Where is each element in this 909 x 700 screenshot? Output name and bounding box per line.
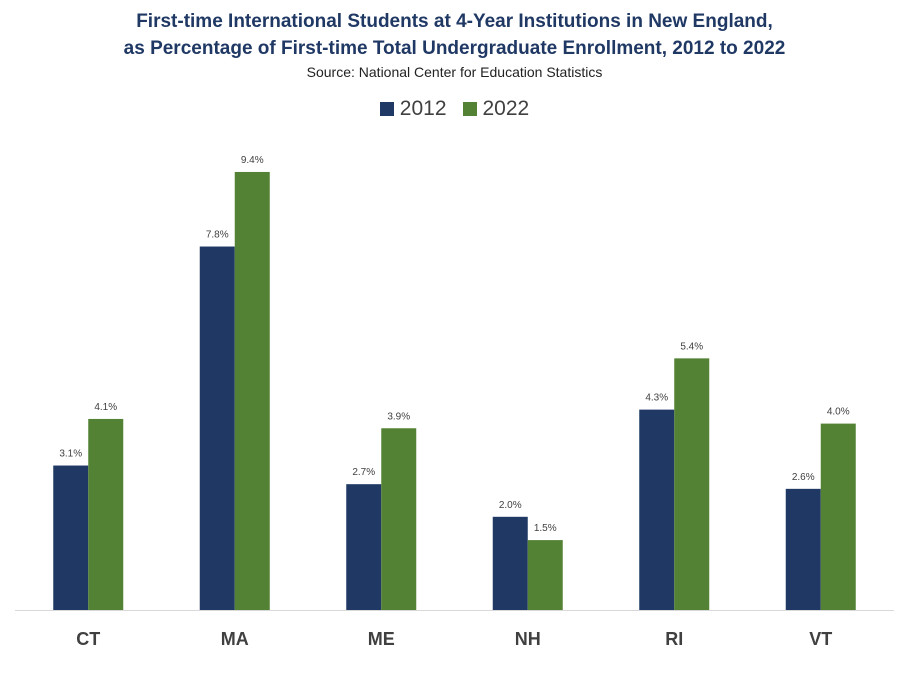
data-label-2022-NH: 1.5% <box>534 523 557 534</box>
bar-2022-NH <box>527 540 563 610</box>
bar-2012-NH <box>492 516 528 610</box>
data-label-2012-VT: 2.6% <box>792 472 815 483</box>
bar-2022-RI <box>674 358 710 610</box>
data-label-2022-MA: 9.4% <box>241 155 264 166</box>
legend-label-2022: 2022 <box>482 97 530 120</box>
legend-label-2012: 2012 <box>399 97 447 120</box>
bar-2012-RI <box>639 409 675 610</box>
chart-legend: 2012 2022 <box>0 97 909 121</box>
legend-swatch-2022 <box>462 102 477 116</box>
chart-source: Source: National Center for Education St… <box>306 64 603 80</box>
category-label-CT: CT <box>76 629 100 649</box>
data-label-2012-ME: 2.7% <box>352 467 375 478</box>
data-label-2022-RI: 5.4% <box>680 341 703 352</box>
bar-2012-MA <box>199 246 235 610</box>
data-label-2012-CT: 3.1% <box>59 449 82 460</box>
chart-title: First-time International Students at 4-Y… <box>136 11 773 32</box>
data-label-2022-CT: 4.1% <box>94 402 117 413</box>
data-label-2012-RI: 4.3% <box>645 393 668 404</box>
category-label-VT: VT <box>809 629 832 649</box>
bar-2012-CT <box>53 465 89 610</box>
bar-2022-VT <box>820 423 856 610</box>
data-label-2022-ME: 3.9% <box>387 411 410 422</box>
data-label-2012-NH: 2.0% <box>499 500 522 511</box>
data-label-2022-VT: 4.0% <box>827 407 850 418</box>
bar-2012-VT <box>785 488 821 610</box>
bar-2022-CT <box>88 418 124 610</box>
category-label-RI: RI <box>665 629 683 649</box>
legend-item-2022: 2022 <box>462 97 530 121</box>
chart-subtitle: as Percentage of First-time Total Underg… <box>123 38 786 59</box>
category-label-ME: ME <box>368 629 395 649</box>
legend-swatch-2012 <box>379 102 394 116</box>
category-label-NH: NH <box>515 629 541 649</box>
legend-item-2012: 2012 <box>379 97 447 121</box>
data-label-2012-MA: 7.8% <box>206 230 229 241</box>
bar-2022-MA <box>234 171 270 610</box>
bar-2022-ME <box>381 428 417 610</box>
bar-2012-ME <box>346 484 382 610</box>
category-label-MA: MA <box>221 629 249 649</box>
